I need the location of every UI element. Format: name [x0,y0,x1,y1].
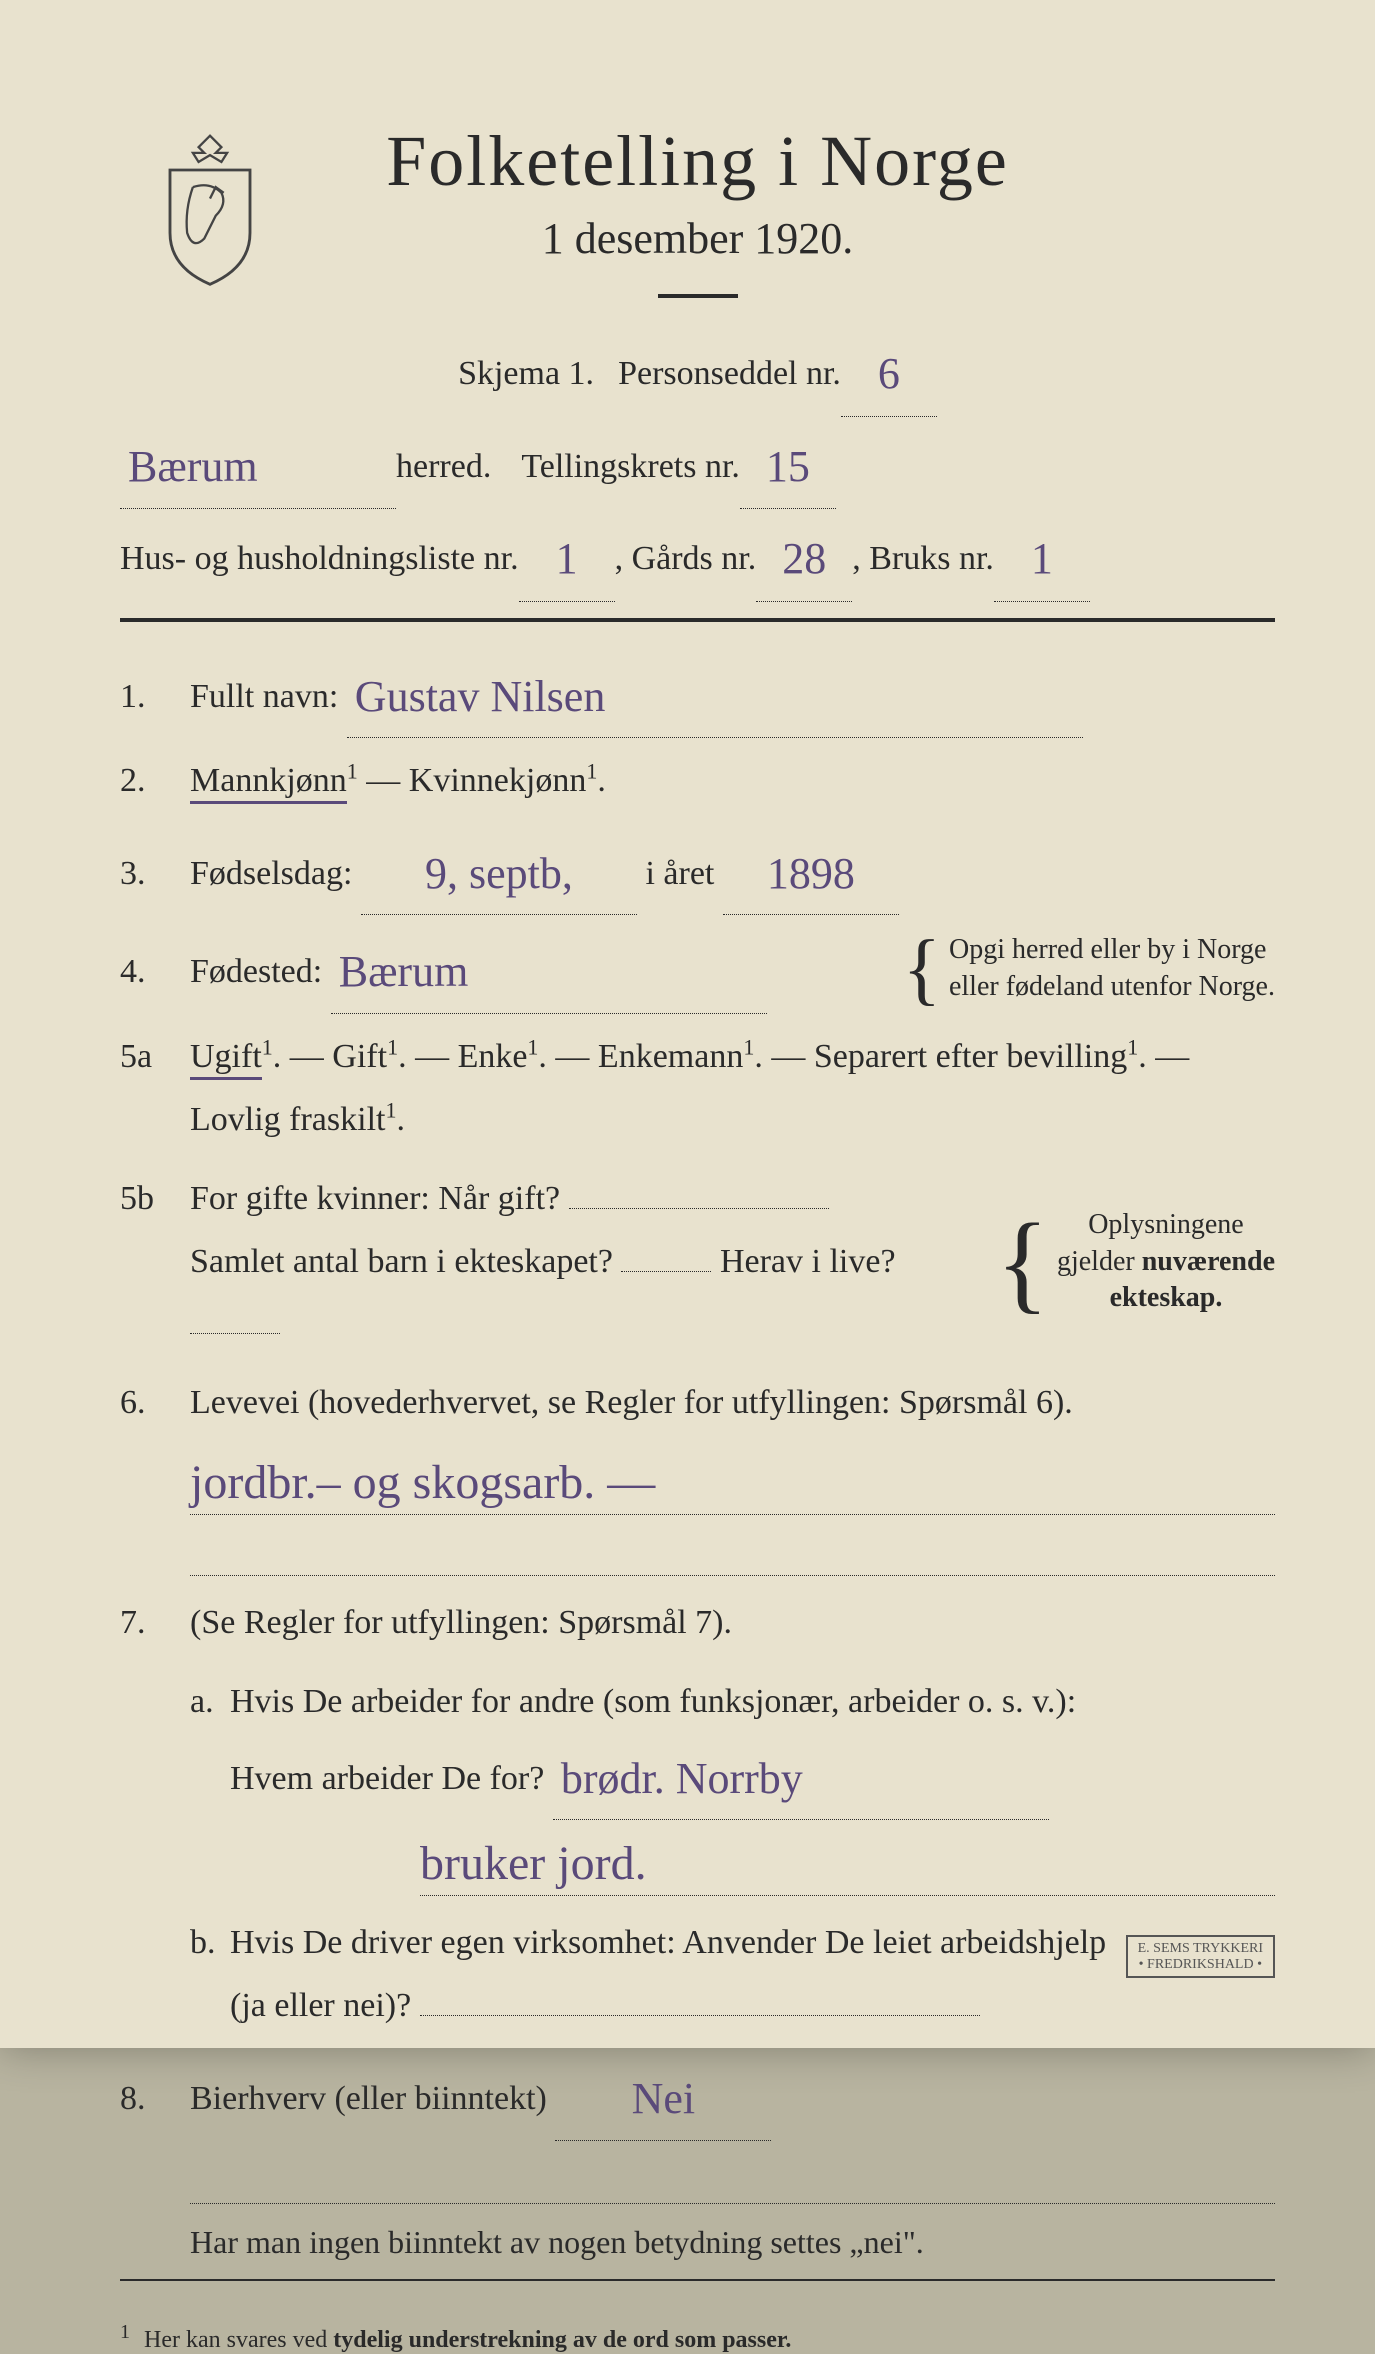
q4-note: Opgi herred eller by i Norge eller fødel… [949,932,1275,1005]
q3-num: 3. [120,855,190,893]
q7b-value [420,2015,980,2016]
q5b-live [190,1333,280,1334]
q5b-row: 5b For gifte kvinner: Når gift? Samlet a… [120,1168,1275,1357]
q5a-enkemann: Enkemann [598,1038,743,1075]
q3-row: 3. Fødselsdag: 9, septb, i året 1898 [120,829,1275,911]
q4-label: Fødested: [190,953,322,990]
q7a-value2: bruker jord. [420,1832,1275,1896]
q3-year: 1898 [723,833,899,915]
q7-row: 7. (Se Regler for utfyllingen: Spørsmål … [120,1592,1275,1655]
bruks-label: , Bruks nr. [852,527,994,592]
q8-blank-line [190,2153,1275,2204]
q2-mann: Mannkjønn [190,762,347,804]
q6-row: 6. Levevei (hovederhvervet, se Regler fo… [120,1372,1275,1435]
bruks-nr: 1 [994,517,1090,602]
q7b-line2: (ja eller nei)? [230,1987,411,2024]
header-divider [658,294,738,298]
footer-note: Har man ingen biinntekt av nogen betydni… [190,2224,1275,2261]
q5a-enke: Enke [458,1038,528,1075]
schema-label: Skjema 1. [458,342,594,407]
q5a-num: 5a [120,1038,190,1076]
gards-label: , Gårds nr. [615,527,757,592]
tellingskrets-label: Tellingskrets nr. [521,435,740,500]
q7a-row: a. Hvis De arbeider for andre (som funks… [190,1671,1275,1816]
q8-value: Nei [555,2058,771,2140]
q5b-line2: Samlet antal barn i ekteskapet? [190,1243,613,1280]
q7a-line1: Hvis De arbeider for andre (som funksjon… [230,1671,1275,1734]
brace-icon: { [903,953,941,985]
schema-line: Skjema 1. Personseddel nr. 6 [120,328,1275,413]
tellingskrets-nr: 15 [740,425,836,510]
q2-row: 2. Mannkjønn1 — Kvinnekjønn1. [120,750,1275,813]
q8-num: 8. [120,2080,190,2118]
husliste-nr: 1 [519,517,615,602]
q7-num: 7. [120,1604,190,1642]
q5b-gift-year [569,1208,829,1209]
q5a-gift: Gift [332,1038,387,1075]
personseddel-nr: 6 [841,332,937,417]
gards-nr: 28 [756,517,852,602]
q7b-letter: b. [190,1924,230,1962]
norway-crest-icon [150,130,270,290]
personseddel-label: Personseddel nr. [618,342,841,407]
form-title: Folketelling i Norge [120,120,1275,203]
q6-label: Levevei (hovederhvervet, se Regler for u… [190,1372,1275,1435]
printer-stamp: E. SEMS TRYKKERI • FREDRIKSHALD • [1126,1935,1275,1978]
q5b-barn [621,1271,711,1272]
q8-row: 8. Bierhverv (eller biinntekt) Nei [120,2054,1275,2136]
q6-blank-line [190,1525,1275,1576]
q5b-line2b: Herav i live? [720,1243,896,1280]
herred-value: Bærum [120,425,396,510]
q3-day: 9, septb, [361,833,637,915]
q2-kvinne: Kvinnekjønn [409,762,587,799]
q1-num: 1. [120,678,190,716]
q4-num: 4. [120,953,190,991]
q7-label: (Se Regler for utfyllingen: Spørsmål 7). [190,1592,1275,1655]
q3-year-label: i året [645,855,714,892]
section-divider-2 [120,2279,1275,2281]
q1-row: 1. Fullt navn: Gustav Nilsen [120,652,1275,734]
q1-value: Gustav Nilsen [347,656,1083,738]
q5a-ugift: Ugift [190,1038,262,1080]
q6-value: jordbr.– og skogsarb. — [190,1451,1275,1515]
q7b-line1: Hvis De driver egen virksomhet: Anvender… [230,1912,1275,1975]
q4-row: 4. Fødested: Bærum { Opgi herred eller b… [120,927,1275,1009]
q6-num: 6. [120,1384,190,1422]
q3-label: Fødselsdag: [190,855,352,892]
census-form-page: Folketelling i Norge 1 desember 1920. Sk… [0,0,1375,2048]
form-header: Folketelling i Norge 1 desember 1920. [120,120,1275,298]
q5a-row: 5a Ugift1. — Gift1. — Enke1. — Enkemann1… [120,1026,1275,1152]
brace-icon: { [996,1240,1049,1284]
herred-label: herred. [396,435,491,500]
q4-value: Bærum [331,931,767,1013]
husliste-label: Hus- og husholdningsliste nr. [120,527,519,592]
q7a-label: Hvem arbeider De for? [230,1760,544,1797]
section-divider-1 [120,618,1275,622]
q8-label: Bierhverv (eller biinntekt) [190,2080,547,2117]
q5b-note: Oplysningene gjelder nuværende ekteskap. [1057,1207,1275,1316]
q7a-value1: brødr. Norrby [553,1738,1049,1820]
q5a-fraskilt: Lovlig fraskilt [190,1101,385,1138]
q1-label: Fullt navn: [190,678,338,715]
q7a-letter: a. [190,1683,230,1721]
q5a-separert: Separert efter bevilling [814,1038,1127,1075]
q5b-line1: For gifte kvinner: Når gift? [190,1180,560,1217]
form-date: 1 desember 1920. [120,213,1275,264]
footnote-num: 1 [120,2321,130,2343]
footnote: 1 Her kan svares ved tydelig understrekn… [120,2321,1275,2354]
q5b-num: 5b [120,1180,190,1218]
herred-line: Bærum herred. Tellingskrets nr. 15 [120,421,1275,506]
q2-num: 2. [120,762,190,800]
q7b-row: b. Hvis De driver egen virksomhet: Anven… [190,1912,1275,2038]
house-line: Hus- og husholdningsliste nr. 1 , Gårds … [120,513,1275,598]
